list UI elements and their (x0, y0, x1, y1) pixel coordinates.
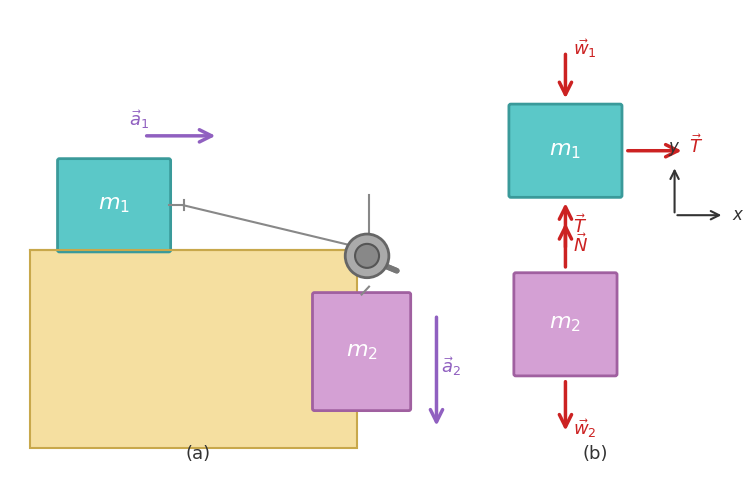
Text: (a): (a) (186, 445, 211, 463)
FancyBboxPatch shape (509, 104, 622, 197)
Text: $\vec{a}_2$: $\vec{a}_2$ (441, 355, 461, 378)
Text: $\vec{N}$: $\vec{N}$ (574, 234, 589, 256)
FancyBboxPatch shape (57, 159, 170, 252)
FancyBboxPatch shape (312, 293, 411, 410)
Text: $m_1$: $m_1$ (98, 195, 130, 215)
Text: $\vec{a}_1$: $\vec{a}_1$ (129, 108, 149, 131)
Text: $m_2$: $m_2$ (346, 342, 377, 361)
Text: $\vec{w}_2$: $\vec{w}_2$ (574, 417, 597, 440)
Text: $m_2$: $m_2$ (550, 314, 581, 335)
Bar (30, 250, 357, 448)
Circle shape (355, 244, 379, 268)
Text: (b): (b) (583, 445, 608, 463)
Text: $m_1$: $m_1$ (549, 141, 582, 161)
Text: $y$: $y$ (668, 140, 681, 157)
Text: $x$: $x$ (732, 206, 744, 224)
Text: $\vec{T}$: $\vec{T}$ (690, 134, 704, 157)
Circle shape (345, 234, 389, 278)
Text: $\vec{T}$: $\vec{T}$ (574, 214, 588, 237)
Text: $\vec{w}_1$: $\vec{w}_1$ (574, 37, 597, 60)
FancyBboxPatch shape (514, 273, 617, 376)
